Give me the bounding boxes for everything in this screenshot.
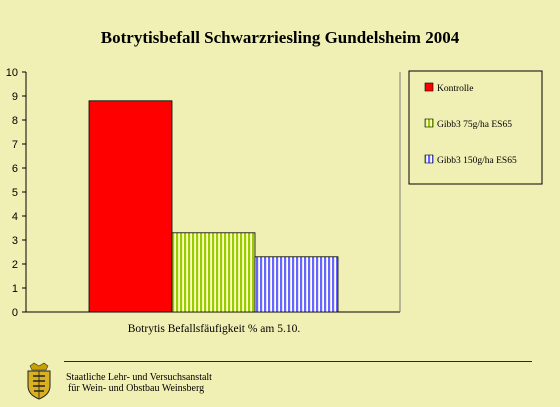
chart-title: Botrytisbefall Schwarzriesling Gundelshe…	[101, 28, 460, 47]
institution-line-2: für Wein- und Obstbau Weinsberg	[68, 383, 205, 394]
y-tick-label: 0	[12, 307, 18, 319]
y-tick-label: 5	[12, 187, 18, 199]
y-tick-label: 8	[12, 115, 18, 127]
y-tick-label: 3	[12, 235, 18, 247]
y-tick-label: 6	[12, 163, 18, 175]
legend	[408, 70, 543, 185]
legend-label: Gibb3 150g/ha ES65	[437, 156, 517, 166]
x-category-label: Botrytis Befallsfäufigkeit % am 5.10.	[128, 323, 301, 335]
bar-kontrolle	[88, 100, 173, 313]
legend-swatch	[424, 118, 434, 128]
coat-of-arms-logo	[27, 362, 51, 400]
y-tick-label: 9	[12, 91, 18, 103]
legend-label: Kontrolle	[437, 84, 473, 94]
bar-gibb3-75g-ha-es65	[171, 232, 256, 313]
institution-name: Staatliche Lehr- und Versuchsanstalt für…	[66, 372, 212, 394]
y-tick-label: 4	[12, 211, 18, 223]
legend-label: Gibb3 75g/ha ES65	[437, 120, 512, 130]
bar-gibb3-150g-ha-es65	[254, 256, 339, 313]
institution-line-1: Staatliche Lehr- und Versuchsanstalt	[66, 372, 212, 383]
y-tick-label: 10	[6, 67, 18, 79]
y-tick-label: 1	[12, 283, 18, 295]
legend-swatch	[424, 82, 434, 92]
y-tick-label: 2	[12, 259, 18, 271]
y-tick-label: 7	[12, 139, 18, 151]
legend-swatch	[424, 154, 434, 164]
footer-divider	[64, 361, 532, 362]
